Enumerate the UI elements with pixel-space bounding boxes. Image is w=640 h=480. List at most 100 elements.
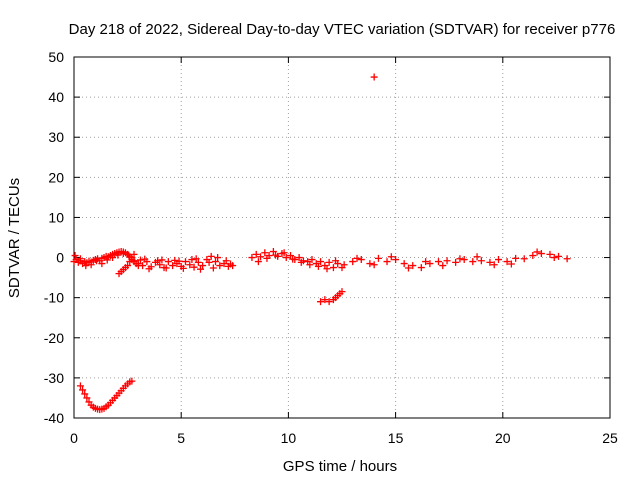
data-point	[456, 255, 464, 263]
data-point	[546, 250, 554, 258]
data-point	[164, 258, 172, 266]
data-point	[490, 261, 498, 269]
data-point	[308, 256, 316, 264]
x-tick-labels: 0 5 10 15 20 25	[70, 430, 618, 446]
data-point	[87, 261, 95, 269]
data-point	[257, 253, 265, 261]
axis-ticks	[73, 56, 611, 419]
data-point	[162, 264, 170, 272]
data-point	[192, 255, 200, 263]
data-point	[205, 258, 213, 266]
data-point	[426, 260, 434, 268]
data-point	[507, 260, 515, 268]
data-point	[325, 258, 333, 266]
data-point	[550, 254, 558, 262]
data-point	[529, 252, 537, 260]
data-point	[417, 264, 425, 272]
series-4	[317, 288, 346, 306]
data-point	[254, 258, 262, 266]
data-point	[145, 265, 153, 273]
data-point	[83, 394, 91, 402]
data-point	[340, 261, 348, 269]
series-0	[70, 248, 142, 270]
data-point	[109, 254, 117, 262]
data-point	[139, 262, 147, 270]
data-point	[158, 256, 166, 264]
data-point	[175, 257, 183, 265]
data-point	[287, 252, 295, 260]
data-point	[76, 255, 84, 263]
y-axis-label: SDTVAR / TECUs	[6, 178, 23, 298]
data-point	[400, 260, 408, 268]
data-point	[141, 255, 149, 263]
data-point	[349, 258, 357, 266]
data-point	[329, 264, 337, 272]
data-point	[119, 250, 127, 258]
data-point	[317, 258, 325, 266]
y-tick-label: 10	[48, 209, 64, 225]
data-point	[222, 257, 230, 265]
data-point	[533, 248, 541, 256]
data-point	[199, 262, 207, 270]
data-point	[196, 265, 204, 273]
data-point	[314, 262, 322, 270]
data-point	[520, 255, 528, 263]
series-2	[134, 252, 237, 273]
data-point	[194, 258, 202, 266]
data-point	[295, 254, 303, 262]
data-point	[477, 257, 485, 265]
data-point	[469, 258, 477, 266]
data-point	[387, 253, 395, 261]
data-point	[76, 382, 84, 390]
y-tick-label: -40	[44, 410, 64, 426]
data-point	[452, 258, 460, 266]
data-point	[366, 260, 374, 268]
data-point	[79, 386, 87, 394]
y-tick-labels: -40 -30 -20 -10 0 10 20 30 40 50	[44, 49, 64, 426]
data-point	[103, 256, 111, 264]
y-tick-label: -20	[44, 330, 64, 346]
data-point	[297, 258, 305, 266]
series-5	[370, 73, 378, 81]
x-tick-label: 5	[177, 430, 185, 446]
y-tick-label: 50	[48, 49, 64, 65]
data-point	[114, 251, 122, 259]
data-point	[214, 254, 222, 262]
series-3	[248, 248, 348, 273]
x-tick-label: 15	[388, 430, 404, 446]
data-point	[186, 261, 194, 269]
data-point	[321, 296, 329, 304]
series-7	[76, 377, 136, 414]
data-point	[124, 262, 132, 270]
data-point	[248, 254, 256, 262]
data-point	[503, 258, 511, 266]
data-point	[563, 255, 571, 263]
y-tick-label: 40	[48, 89, 64, 105]
data-point	[443, 257, 451, 265]
data-point	[130, 250, 138, 258]
data-point	[128, 377, 136, 385]
data-point	[269, 248, 277, 256]
data-point	[374, 254, 382, 262]
data-point	[93, 257, 101, 265]
series-1	[115, 250, 138, 278]
data-point	[439, 262, 447, 270]
data-point	[252, 250, 260, 258]
data-point	[216, 262, 224, 270]
x-tick-label: 0	[70, 430, 78, 446]
data-point	[171, 256, 179, 264]
chart-title: Day 218 of 2022, Sidereal Day-to-day VTE…	[69, 21, 616, 38]
y-tick-label: -10	[44, 290, 64, 306]
data-point	[486, 258, 494, 266]
series-6	[349, 248, 571, 272]
data-point	[98, 260, 106, 268]
data-point	[207, 252, 215, 260]
data-point	[473, 253, 481, 261]
data-point	[325, 298, 333, 306]
data-point	[555, 252, 563, 260]
data-point	[306, 261, 314, 269]
data-point	[383, 258, 391, 266]
data-point	[512, 254, 520, 262]
data-point	[261, 249, 269, 257]
data-point	[357, 256, 365, 264]
